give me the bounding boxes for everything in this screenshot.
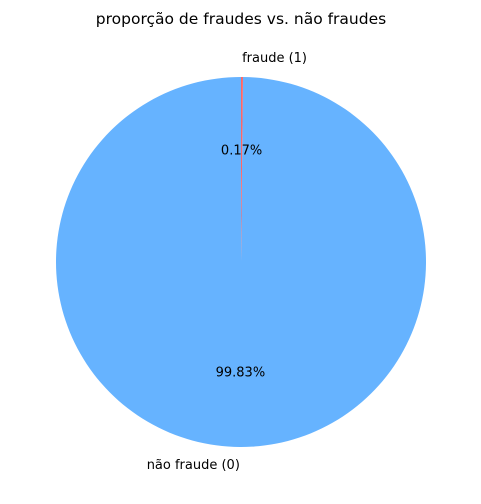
pie-pct-label-0: 99.83% xyxy=(216,365,266,380)
pie-labels: 99.83% não fraude (0) 0.17% fraude (1) xyxy=(147,51,307,473)
pie-category-label-1: fraude (1) xyxy=(242,51,307,66)
pie-slices xyxy=(56,77,427,447)
pie-category-label-0: não fraude (0) xyxy=(147,458,240,473)
pie-slice-0 xyxy=(56,77,427,447)
pie-pct-label-1: 0.17% xyxy=(221,144,262,159)
pie-slice-1 xyxy=(241,77,243,262)
chart-title: proporção de fraudes vs. não fraudes xyxy=(96,10,386,28)
